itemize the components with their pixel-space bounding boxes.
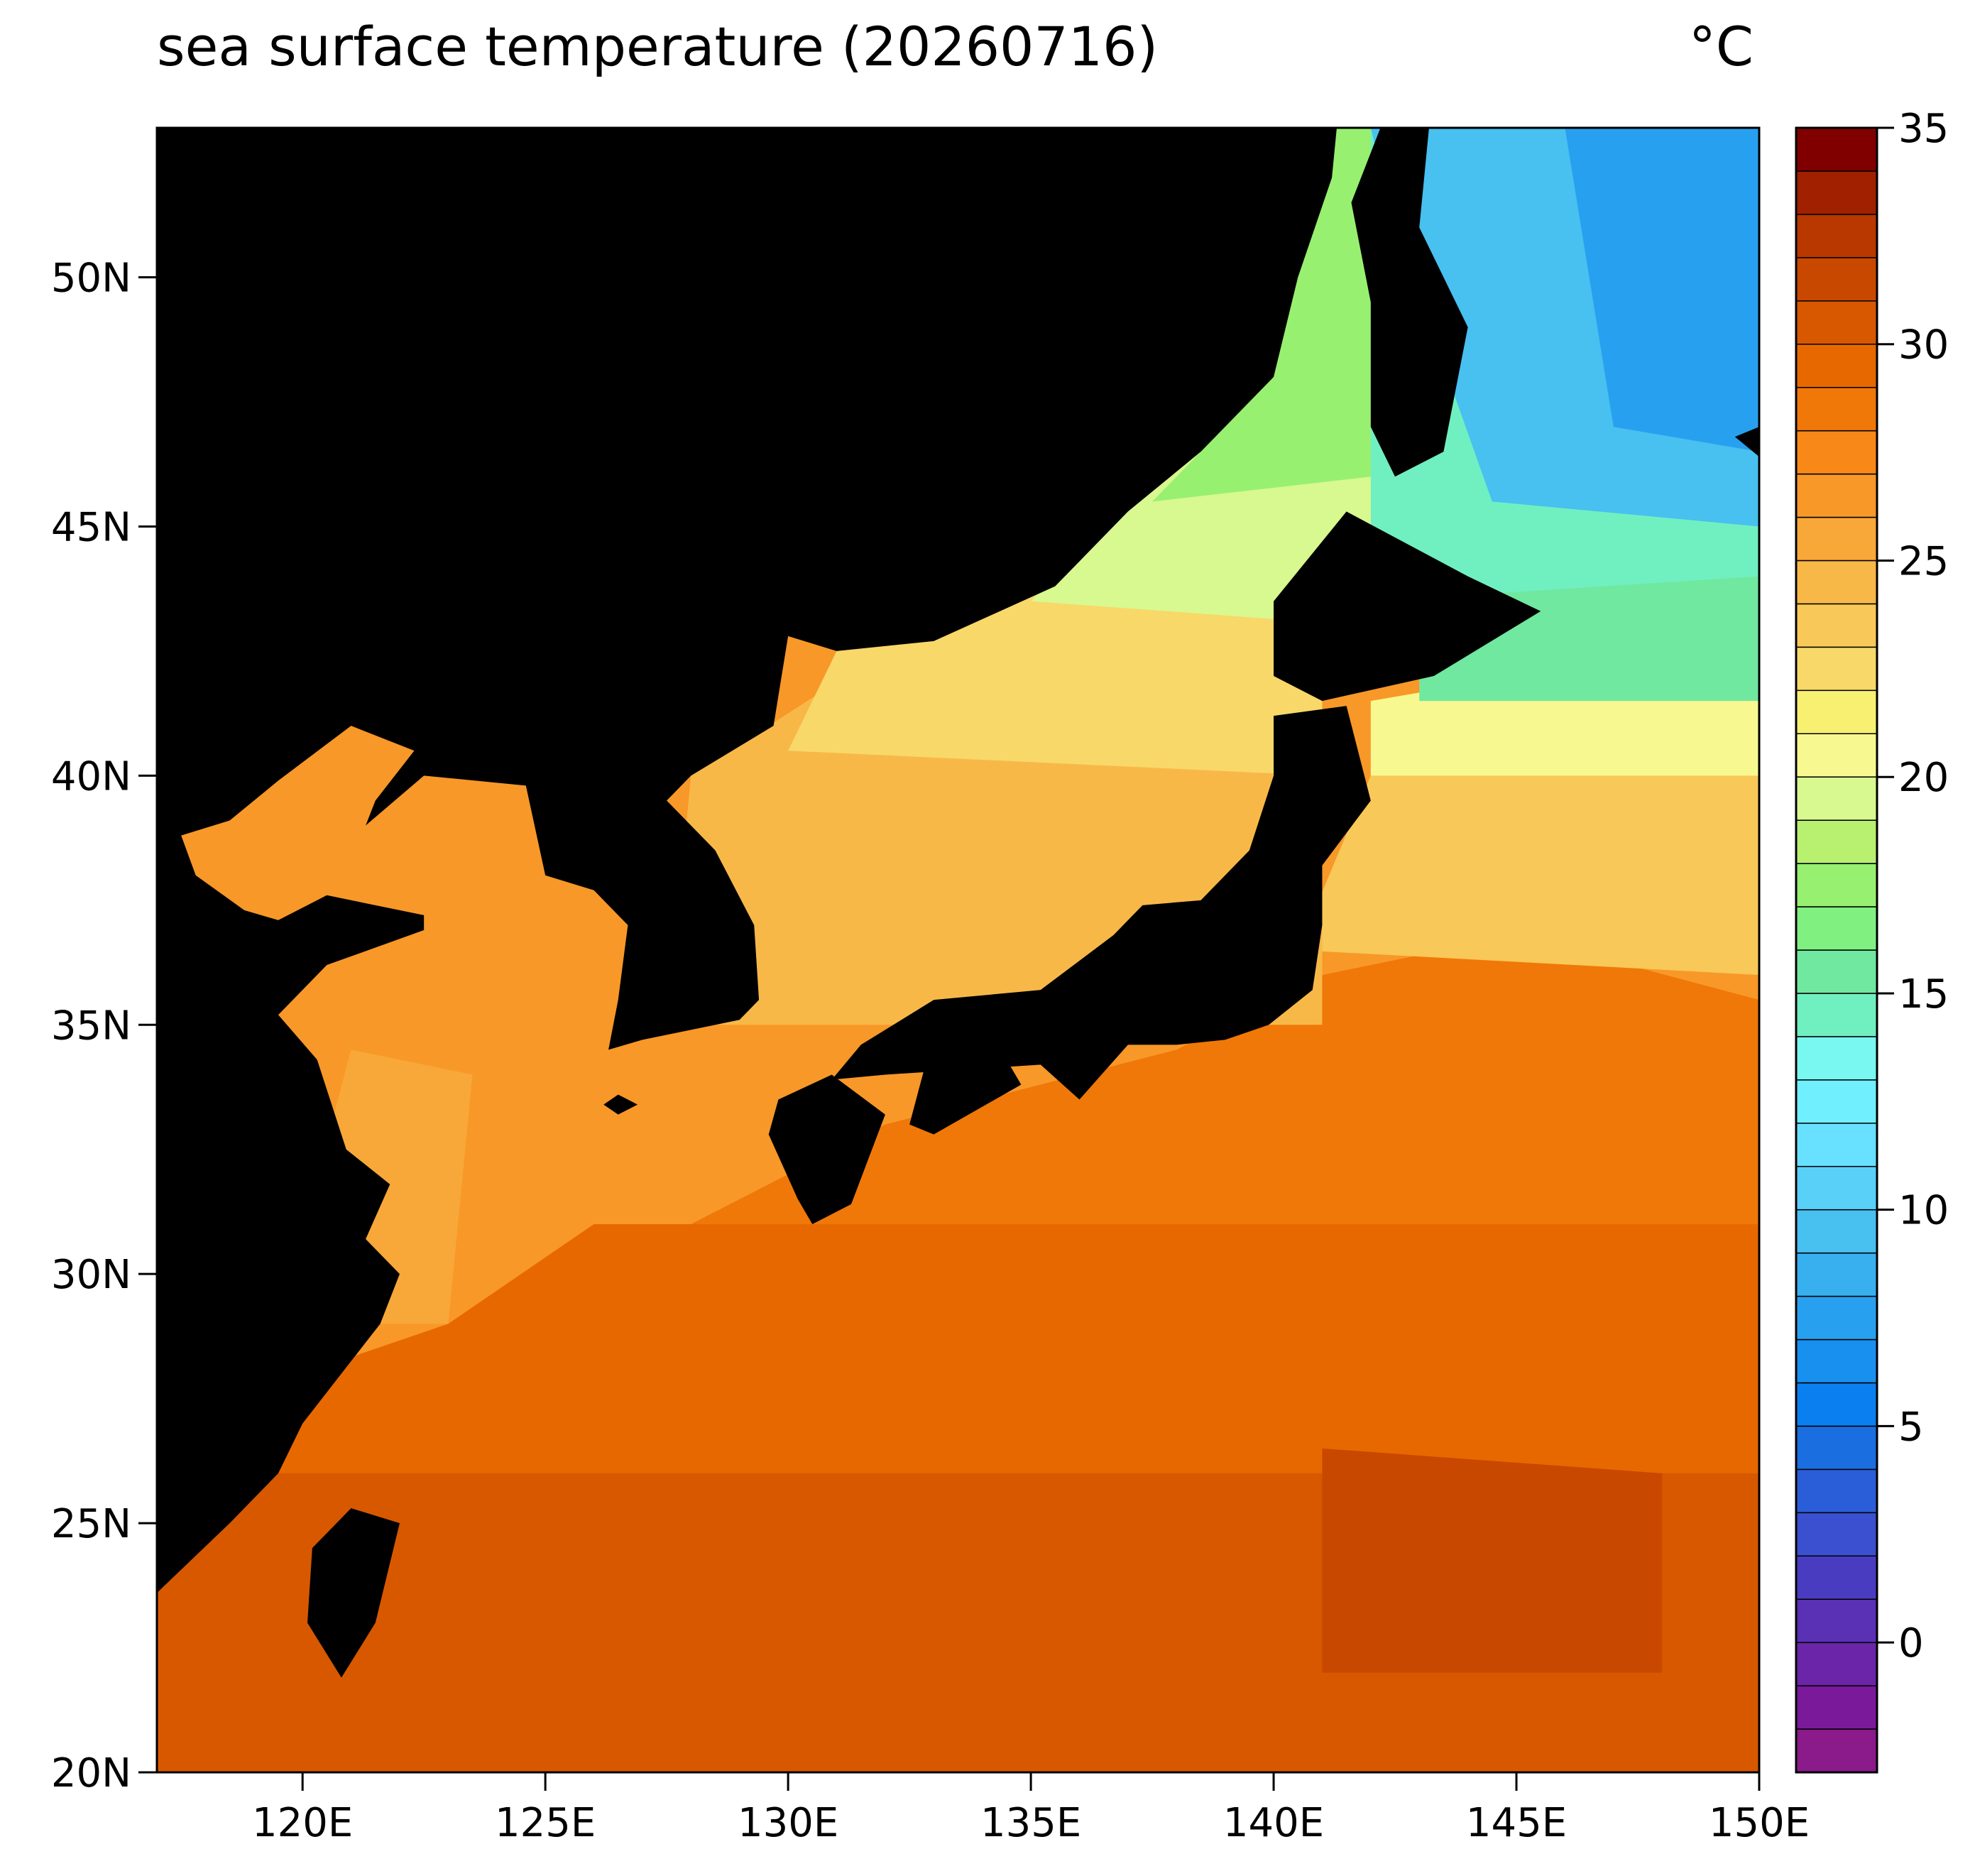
colorbar-band	[1795, 993, 1878, 1037]
colorbar-band	[1795, 1295, 1878, 1341]
map-title: sea surface temperature (20260716)	[157, 15, 1158, 78]
land	[1734, 427, 1759, 457]
colorbar-band	[1795, 906, 1878, 951]
colorbar-tick-label: 30	[1898, 322, 1949, 369]
colorbar-band	[1795, 1209, 1878, 1254]
x-tick-label: 120E	[252, 1800, 353, 1846]
colorbar-band	[1795, 127, 1878, 172]
colorbar-band	[1795, 386, 1878, 432]
colorbar-band	[1795, 257, 1878, 302]
axes: 120E 125E 130E 135E 140E 145E 150E 20N 25N 30N 35N…	[51, 106, 1949, 1846]
colorbar-band	[1795, 1425, 1878, 1471]
map-area	[155, 126, 1761, 1774]
colorbar-band	[1795, 1512, 1878, 1557]
colorbar-band	[1795, 170, 1878, 215]
colorbar-band	[1795, 560, 1878, 605]
land	[909, 1059, 1022, 1135]
colorbar-band	[1795, 863, 1878, 907]
colorbar-band	[1795, 646, 1878, 692]
y-tick-label: 20N	[51, 1750, 131, 1796]
colorbar-tick-label: 5	[1898, 1404, 1924, 1450]
x-tick-label: 125E	[495, 1800, 596, 1846]
colorbar-tick-label: 15	[1898, 971, 1949, 1018]
colorbar-band	[1795, 1036, 1878, 1081]
colorbar-tick-label: 0	[1898, 1620, 1924, 1667]
colorbar-band	[1795, 776, 1878, 821]
colorbar-band	[1795, 1555, 1878, 1600]
y-tick-label: 50N	[51, 256, 131, 302]
sst-region	[1298, 726, 1759, 976]
unit-label: °C	[1689, 15, 1754, 78]
x-tick-label: 130E	[738, 1800, 838, 1846]
sst-region	[691, 934, 1759, 1224]
y-tick-label: 45N	[51, 504, 131, 550]
colorbar-band	[1795, 214, 1878, 258]
colorbar-band	[1795, 300, 1878, 345]
colorbar-band	[1795, 1685, 1878, 1730]
colorbar-frame	[1795, 126, 1878, 1774]
colorbar-tick-label: 20	[1898, 755, 1949, 801]
colorbar-band	[1795, 1252, 1878, 1297]
colorbar-band	[1795, 1642, 1878, 1686]
colorbar-tick-label: 35	[1898, 106, 1949, 152]
colorbar-band	[1795, 430, 1878, 475]
sst-region	[157, 1224, 1759, 1473]
y-tick-label: 25N	[51, 1501, 131, 1547]
colorbar-band	[1795, 733, 1878, 778]
plot-frame	[155, 126, 1761, 1774]
land	[768, 1074, 885, 1224]
colorbar-band	[1795, 1123, 1878, 1167]
colorbar-band	[1795, 819, 1878, 864]
sst-region	[1565, 128, 1759, 452]
land	[831, 706, 1371, 1100]
colorbar-tick-label: 10	[1898, 1188, 1949, 1234]
colorbar-band	[1795, 603, 1878, 648]
colorbar-band	[1795, 1338, 1878, 1384]
y-tick-label: 30N	[51, 1252, 131, 1298]
land	[603, 1094, 638, 1115]
x-tick-label: 135E	[980, 1800, 1081, 1846]
x-tick-label: 145E	[1466, 1800, 1567, 1846]
colorbar-band	[1795, 473, 1878, 518]
land	[1351, 128, 1468, 477]
colorbar-tick-label: 25	[1898, 538, 1949, 584]
land	[157, 128, 1337, 1593]
colorbar-band	[1795, 343, 1878, 388]
colorbar-band	[1795, 1165, 1878, 1211]
x-tick-label: 140E	[1223, 1800, 1324, 1846]
colorbar-band	[1795, 1728, 1878, 1773]
colorbar-band	[1795, 1598, 1878, 1643]
y-tick-label: 40N	[51, 753, 131, 800]
land	[307, 1508, 400, 1678]
land	[1274, 511, 1541, 702]
colorbar-band	[1795, 1079, 1878, 1124]
field	[157, 128, 1759, 1772]
colorbar-band	[1795, 516, 1878, 562]
colorbar-band	[1795, 949, 1878, 994]
colorbar-band	[1795, 689, 1878, 735]
y-tick-label: 35N	[51, 1003, 131, 1049]
colorbar-band	[1795, 1468, 1878, 1514]
colorbar-band	[1795, 1382, 1878, 1427]
x-tick-label: 150E	[1709, 1800, 1810, 1846]
sst-region	[1322, 1448, 1663, 1673]
